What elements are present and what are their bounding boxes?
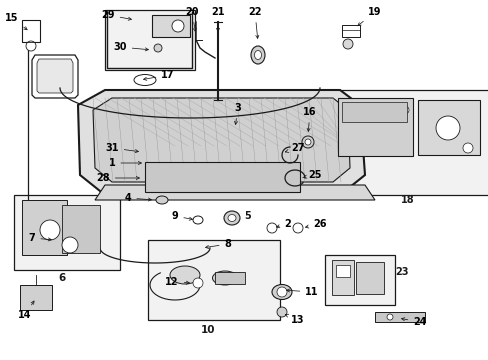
Text: 6: 6: [58, 273, 65, 283]
Bar: [337, 98, 412, 156]
Ellipse shape: [212, 271, 237, 285]
Circle shape: [386, 314, 392, 320]
Bar: [417, 100, 479, 155]
Text: 11: 11: [286, 287, 318, 297]
Bar: [148, 240, 280, 320]
Bar: [105, 10, 195, 70]
Text: 17: 17: [143, 70, 174, 80]
Ellipse shape: [170, 266, 200, 284]
Text: 23: 23: [394, 267, 408, 277]
Bar: [335, 265, 349, 277]
Bar: [22, 200, 67, 255]
Bar: [325, 255, 394, 305]
Ellipse shape: [134, 75, 156, 85]
Ellipse shape: [156, 196, 168, 204]
Text: 8: 8: [205, 239, 231, 249]
Bar: [341, 102, 406, 122]
Circle shape: [400, 106, 408, 114]
Text: 31: 31: [105, 143, 138, 153]
Text: 28: 28: [96, 173, 139, 183]
Ellipse shape: [193, 216, 203, 224]
Bar: [22, 20, 40, 42]
Bar: [374, 312, 424, 322]
Bar: [62, 205, 100, 253]
Text: 15: 15: [5, 13, 27, 30]
Bar: [355, 262, 383, 294]
Circle shape: [276, 287, 286, 297]
Text: 14: 14: [18, 301, 34, 320]
Ellipse shape: [254, 50, 261, 59]
Text: 30: 30: [113, 42, 148, 52]
Text: 10: 10: [201, 325, 215, 335]
Text: 26: 26: [305, 219, 326, 229]
Bar: [341, 25, 359, 37]
Ellipse shape: [271, 284, 291, 300]
Bar: [152, 15, 190, 37]
Bar: [215, 272, 244, 284]
Text: 3: 3: [234, 103, 241, 125]
Circle shape: [26, 41, 36, 51]
Text: 13: 13: [285, 314, 304, 325]
Circle shape: [40, 220, 60, 240]
Text: 16: 16: [303, 107, 316, 131]
Circle shape: [276, 307, 286, 317]
Circle shape: [292, 223, 303, 233]
Circle shape: [302, 136, 313, 148]
Circle shape: [435, 116, 459, 140]
Circle shape: [266, 223, 276, 233]
Text: 22: 22: [248, 7, 261, 39]
Text: 7: 7: [29, 233, 51, 243]
Polygon shape: [95, 185, 374, 200]
Bar: [20, 285, 52, 310]
Text: 4: 4: [124, 193, 151, 203]
Text: 2: 2: [276, 219, 291, 229]
Ellipse shape: [224, 211, 240, 225]
Ellipse shape: [250, 46, 264, 64]
Ellipse shape: [227, 215, 236, 221]
Polygon shape: [93, 98, 349, 182]
Bar: [14, 195, 120, 270]
Text: 5: 5: [244, 211, 251, 221]
Text: 29: 29: [101, 10, 131, 20]
Circle shape: [193, 278, 203, 288]
Text: 12: 12: [165, 277, 189, 287]
Polygon shape: [32, 55, 78, 98]
Text: 19: 19: [357, 7, 381, 26]
Circle shape: [154, 44, 162, 52]
Text: 21: 21: [211, 7, 224, 31]
Circle shape: [172, 20, 183, 32]
Polygon shape: [78, 90, 364, 195]
Bar: [145, 162, 299, 192]
Circle shape: [62, 237, 78, 253]
Bar: [331, 260, 353, 295]
Bar: [329, 90, 488, 195]
Text: 25: 25: [302, 170, 321, 180]
Circle shape: [342, 39, 352, 49]
Text: 20: 20: [185, 7, 198, 31]
Text: 9: 9: [171, 211, 192, 221]
Text: 18: 18: [400, 195, 414, 205]
Text: 1: 1: [108, 158, 141, 168]
Circle shape: [305, 139, 310, 145]
Polygon shape: [37, 59, 73, 93]
Circle shape: [462, 143, 472, 153]
Text: 24: 24: [401, 317, 426, 327]
Text: 27: 27: [285, 143, 304, 153]
